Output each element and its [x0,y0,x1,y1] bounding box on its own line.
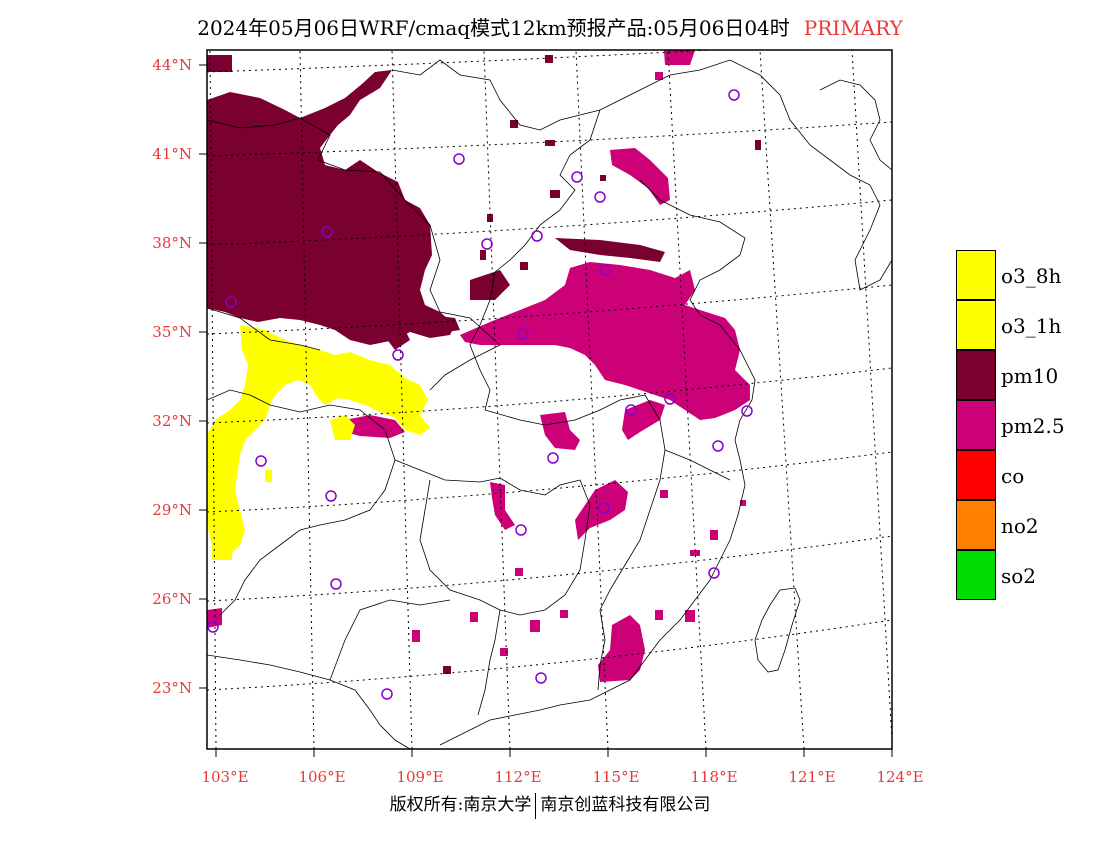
pm25-patch [664,50,695,65]
legend-swatch [956,400,996,450]
legend-label: co [1001,464,1025,488]
map-title: 2024年05月06日WRF/cmaq模式12km预报产品:05月06日04时 P… [0,12,1100,41]
lon-label: 118°E [690,768,737,786]
legend-label: pm10 [1001,364,1059,388]
o3-region [207,325,430,558]
lon-label: 121°E [788,768,835,786]
footer-divider [535,792,537,819]
pm10-region [207,70,455,345]
lat-label: 26°N [152,590,192,608]
legend-label: so2 [1001,564,1037,588]
lat-label: 23°N [152,679,192,697]
pm25-patch [345,415,405,438]
pm25-patch [540,412,580,450]
legend-swatch [956,500,996,550]
legend-swatch [956,550,996,600]
pm10-patch [380,320,410,350]
pm25-patch [598,615,645,682]
title-main: 2024年05月06日WRF/cmaq模式12km预报产品:05月06日04时 [197,16,790,40]
pm10-patch [555,238,665,262]
pm10-patch [207,55,232,72]
copyright-right: 南京创蓝科技有限公司 [540,795,711,815]
pm25-patch [490,482,515,530]
lat-label: 35°N [152,323,192,341]
lat-label: 41°N [152,145,192,163]
copyright-footer: 版权所有:南京大学 南京创蓝科技有限公司 [0,790,1100,819]
lat-label: 38°N [152,234,192,252]
legend-label: o3_8h [1001,264,1062,288]
map-frame [206,49,893,750]
legend-swatch [956,300,996,350]
title-tag: PRIMARY [803,16,903,40]
lon-label: 115°E [592,768,639,786]
legend-label: o3_1h [1001,314,1062,338]
o3-patch [330,415,355,440]
lon-label: 124°E [876,768,923,786]
lon-label: 109°E [396,768,443,786]
o3-patch [212,540,232,560]
legend-label: pm2.5 [1001,414,1065,438]
lon-label: 103°E [201,768,248,786]
pm10-patch [470,270,510,300]
legend-swatch [956,350,996,400]
legend-swatch [956,250,996,300]
lon-label: 106°E [298,768,345,786]
lon-label: 112°E [494,768,541,786]
pm25-patch [575,480,628,540]
copyright-left: 版权所有:南京大学 [389,795,532,815]
lat-label: 32°N [152,412,192,430]
lat-label: 44°N [152,56,192,74]
lat-label: 29°N [152,501,192,519]
pm25-patch [610,148,670,205]
pm10-patch [430,315,460,333]
legend-label: no2 [1001,514,1039,538]
legend-swatch [956,450,996,500]
pm25-region [460,262,750,420]
o3-patch [265,470,272,482]
